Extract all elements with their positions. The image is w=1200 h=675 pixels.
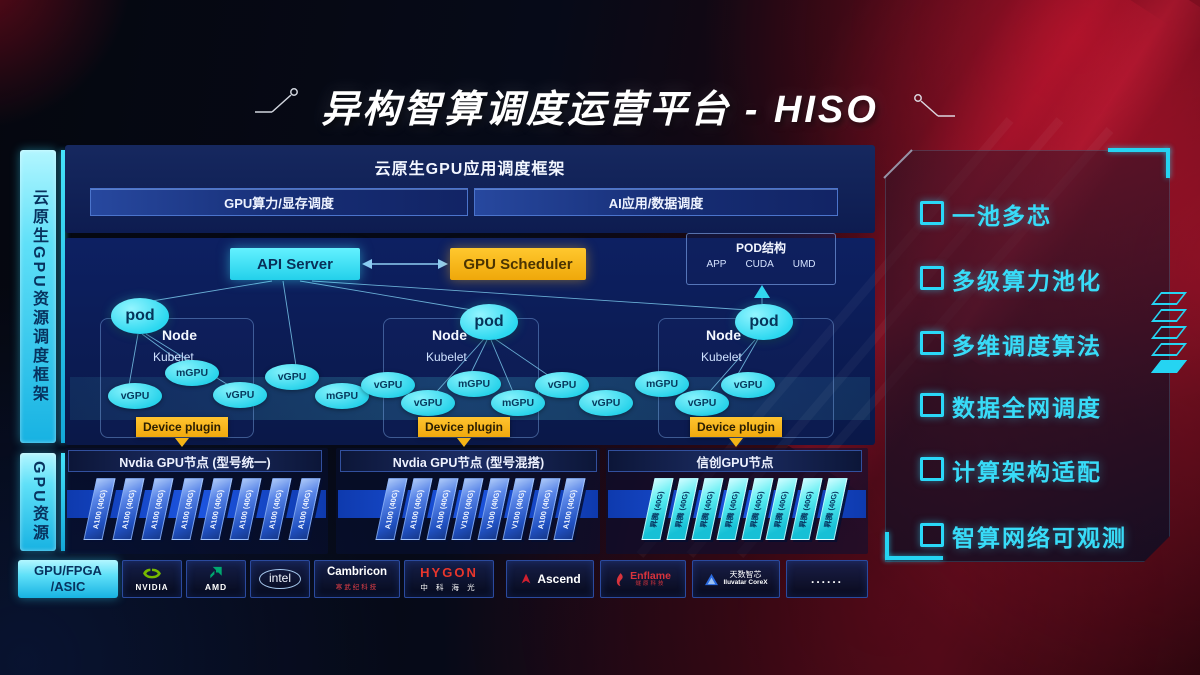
pod-structure-box: POD结构 APP CUDA UMD (686, 233, 836, 285)
node-label-2: Node (432, 327, 467, 343)
gpu-ellipse: vGPU (108, 383, 162, 409)
gpu-ellipse: vGPU (265, 364, 319, 390)
feature-bullet (920, 201, 944, 225)
vendor-iluvatar: 天数智芯 Iluvatar CoreX (692, 560, 780, 598)
gpu-node-label-1: Nvdia GPU节点 (型号统一) (68, 450, 322, 472)
feature-bullet (920, 331, 944, 355)
gpu-ellipse: vGPU (675, 390, 729, 416)
vendor-enflame: Enflame 燧原科技 (600, 560, 686, 598)
rail-cloud-native-gpu: 云原生GPU资源调度框架 (20, 150, 56, 443)
device-plugin-2: Device plugin (418, 417, 510, 437)
feature-item: 多维调度算法 (952, 333, 1102, 359)
pod-item-cuda: CUDA (745, 259, 774, 270)
feature-bullet (920, 523, 944, 547)
hardware-label-line1: GPU/FPGA (34, 562, 102, 578)
pod-item-app: APP (706, 259, 727, 270)
feature-item: 计算架构适配 (952, 459, 1102, 485)
vendor-amd: AMD (186, 560, 246, 598)
gpu-scheduler-box: GPU Scheduler (450, 248, 586, 280)
vendor-name: ...... (810, 572, 843, 586)
feature-bullet (920, 266, 944, 290)
vendor-name: Enflame (630, 569, 671, 582)
node-label-3: Node (706, 327, 741, 343)
gpu-node-label-2: Nvdia GPU节点 (型号混搭) (340, 450, 597, 472)
enflame-logo-icon (616, 572, 623, 586)
gpu-ellipse: vGPU (213, 382, 267, 408)
iluvatar-logo-icon (705, 573, 719, 585)
gpu-ellipse: mGPU (315, 383, 369, 409)
amd-logo-icon (210, 567, 222, 579)
gpu-ellipse: vGPU (535, 372, 589, 398)
node-label-1: Node (162, 327, 197, 343)
gpu-ellipse: vGPU (401, 390, 455, 416)
rail-gpu-resource: GPU资源 (20, 453, 56, 551)
device-plugin-arrow-3 (729, 438, 743, 447)
vendor-name: 天数智芯 (729, 570, 762, 580)
vendor-cambricon: Cambricon 寒武纪科技 (314, 560, 400, 598)
device-plugin-1: Device plugin (136, 417, 228, 437)
gpu-ellipse: vGPU (721, 372, 775, 398)
feature-item: 多级算力池化 (952, 268, 1102, 294)
framework-box-ai-data: AI应用/数据调度 (474, 188, 838, 216)
gpu-ellipse: vGPU (579, 390, 633, 416)
vendor-nvidia: NVIDIA (122, 560, 182, 598)
vendor-others: ...... (786, 560, 868, 598)
framework-box-gpu-compute: GPU算力/显存调度 (90, 188, 468, 216)
gpu-ellipse: mGPU (635, 371, 689, 397)
pod-structure-title: POD结构 (735, 241, 786, 255)
feature-bullet (920, 457, 944, 481)
features-panel (885, 150, 1170, 562)
vendor-name: HYGON (420, 565, 478, 581)
edge-strip-top (61, 150, 65, 443)
gpu-node-label-3: 信创GPU节点 (608, 450, 862, 472)
device-plugin-3: Device plugin (690, 417, 782, 437)
vendor-sub: 寒武纪科技 (335, 583, 379, 591)
pod-item-umd: UMD (792, 259, 816, 270)
vendor-intel: intel (250, 560, 310, 598)
panel-corner-accent (885, 556, 943, 560)
vendor-name: AMD (204, 582, 228, 593)
kubelet-label-2: Kubelet (426, 350, 467, 364)
nvidia-logo-icon (143, 568, 161, 578)
gpu-ellipse: mGPU (447, 371, 501, 397)
page-title: 异构智算调度运营平台 - HISO (321, 89, 879, 131)
panel-corner-accent (1166, 148, 1170, 178)
ascend-logo-icon (521, 573, 531, 584)
pod-ellipse-1: pod (111, 298, 169, 334)
vendor-name: Ascend (537, 572, 581, 586)
api-server-box: API Server (230, 248, 360, 280)
edge-strip-bottom (61, 453, 65, 551)
pod-ellipse-2: pod (460, 304, 518, 340)
gpu-ellipse: vGPU (361, 372, 415, 398)
vendor-ascend: Ascend (506, 560, 594, 598)
gpu-ellipse: mGPU (165, 360, 219, 386)
pod-ellipse-3: pod (735, 304, 793, 340)
vendor-sub: 燧原科技 (635, 581, 666, 587)
panel-corner-accent (885, 532, 889, 560)
kubelet-label-3: Kubelet (701, 350, 742, 364)
feature-bullet (920, 393, 944, 417)
vendor-hygon: HYGON 中 科 海 光 (404, 560, 494, 598)
gpu-ellipse: mGPU (491, 390, 545, 416)
feature-item: 一池多芯 (952, 203, 1052, 229)
feature-item: 数据全网调度 (952, 395, 1102, 421)
hardware-label: GPU/FPGA /ASIC (18, 560, 118, 598)
vendor-sub: Iluvatar CoreX (723, 579, 768, 587)
hardware-label-line2: /ASIC (50, 579, 86, 594)
device-plugin-arrow-1 (175, 438, 189, 447)
vendor-sub: 中 科 海 光 (420, 583, 478, 593)
device-plugin-arrow-2 (457, 438, 471, 447)
panel-corner-accent (1108, 148, 1170, 152)
feature-item: 智算网络可观测 (952, 525, 1127, 551)
vendor-name: NVIDIA (135, 582, 169, 592)
panel-corner-slant (883, 149, 913, 179)
intel-logo-icon: intel (258, 569, 301, 589)
framework-title: 云原生GPU应用调度框架 (374, 161, 566, 178)
vendor-name: Cambricon (326, 566, 388, 578)
